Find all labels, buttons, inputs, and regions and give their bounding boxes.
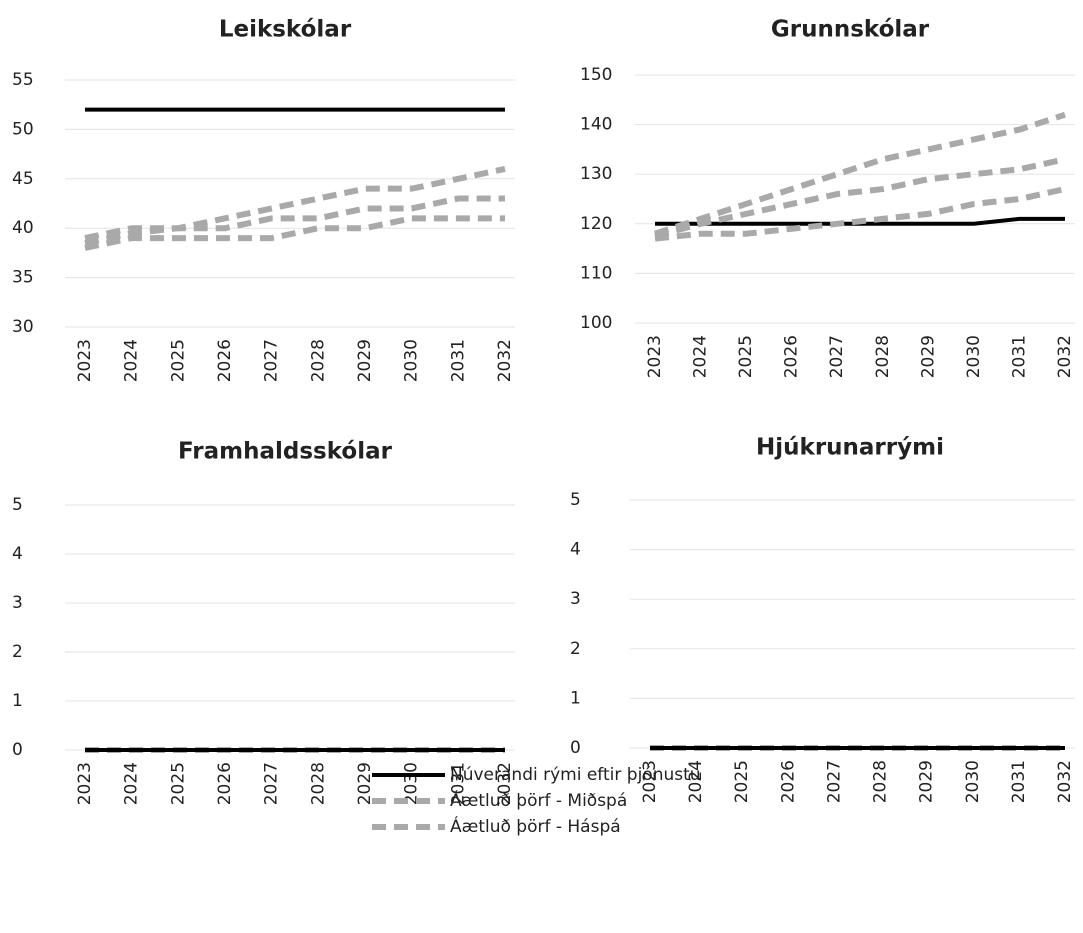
y-tick-label: 4: [570, 540, 581, 560]
x-tick-label: 2024: [686, 760, 706, 803]
y-tick-label: 130: [580, 164, 612, 184]
series-line: [654, 156, 1066, 240]
series-line: [84, 215, 505, 251]
x-tick-label: 2023: [75, 339, 95, 382]
y-tick-label: 50: [12, 119, 34, 139]
x-tick-label: 2029: [355, 762, 375, 805]
x-tick-label: 2030: [402, 339, 422, 382]
x-tick-label: 2031: [1009, 760, 1029, 803]
x-tick-label: 2032: [1055, 760, 1075, 803]
x-tick-label: 2032: [1055, 335, 1075, 378]
x-tick-label: 2029: [918, 335, 938, 378]
chart-title: Hjúkrunarrými: [756, 435, 944, 461]
y-tick-label: 3: [12, 593, 23, 613]
y-tick-label: 55: [12, 70, 34, 90]
x-tick-label: 2026: [782, 335, 802, 378]
x-tick-label: 2026: [215, 339, 235, 382]
x-tick-label: 2028: [871, 760, 891, 803]
y-tick-label: 3: [570, 589, 581, 609]
y-tick-label: 2: [12, 642, 23, 662]
y-tick-label: 1: [12, 691, 23, 711]
x-tick-label: 2027: [262, 762, 282, 805]
y-tick-label: 140: [580, 115, 612, 135]
chart-title: Grunnskólar: [771, 17, 930, 43]
x-tick-label: 2030: [402, 762, 422, 805]
y-tick-label: 4: [12, 544, 23, 564]
y-tick-label: 30: [12, 317, 34, 337]
x-tick-label: 2029: [355, 339, 375, 382]
chart-title: Framhaldsskólar: [178, 439, 393, 465]
x-tick-label: 2028: [308, 339, 328, 382]
x-tick-label: 2024: [122, 339, 142, 382]
y-tick-label: 0: [570, 738, 581, 758]
x-tick-label: 2029: [917, 760, 937, 803]
x-tick-label: 2028: [873, 335, 893, 378]
x-tick-label: 2030: [964, 335, 984, 378]
x-tick-label: 2027: [262, 339, 282, 382]
x-tick-label: 2025: [168, 762, 188, 805]
legend-label: Áætluð þörf - Miðspá: [450, 789, 627, 811]
y-tick-label: 120: [580, 214, 612, 234]
x-tick-label: 2032: [495, 339, 515, 382]
series-line: [84, 165, 506, 242]
x-tick-label: 2023: [645, 335, 665, 378]
legend-label: Áætluð þörf - Háspá: [450, 815, 621, 837]
x-tick-label: 2027: [827, 335, 847, 378]
x-tick-label: 2031: [448, 762, 468, 805]
x-tick-label: 2023: [75, 762, 95, 805]
x-tick-label: 2024: [691, 335, 711, 378]
y-tick-label: 45: [12, 169, 34, 189]
x-tick-label: 2028: [308, 762, 328, 805]
legend-label: Núverandi rými eftir þjónustu: [450, 765, 701, 785]
y-tick-label: 100: [580, 313, 612, 333]
y-tick-label: 40: [12, 218, 34, 238]
x-tick-label: 2032: [495, 762, 515, 805]
x-tick-label: 2025: [732, 760, 752, 803]
x-tick-label: 2026: [215, 762, 235, 805]
x-tick-label: 2027: [824, 760, 844, 803]
y-tick-label: 35: [12, 268, 34, 288]
series-line: [654, 111, 1066, 237]
x-tick-label: 2026: [778, 760, 798, 803]
x-tick-label: 2031: [448, 339, 468, 382]
x-tick-label: 2031: [1009, 335, 1029, 378]
y-tick-label: 0: [12, 740, 23, 760]
x-tick-label: 2025: [168, 339, 188, 382]
x-tick-label: 2030: [963, 760, 983, 803]
chart-title: Leikskólar: [219, 17, 352, 43]
x-tick-label: 2025: [736, 335, 756, 378]
y-tick-label: 110: [580, 263, 612, 283]
y-tick-label: 5: [12, 495, 23, 515]
y-tick-label: 1: [570, 688, 581, 708]
series-line: [654, 186, 1066, 242]
x-tick-label: 2023: [640, 760, 660, 803]
y-tick-label: 2: [570, 639, 581, 659]
x-tick-label: 2024: [122, 762, 142, 805]
y-tick-label: 150: [580, 65, 612, 85]
y-tick-label: 5: [570, 490, 581, 510]
